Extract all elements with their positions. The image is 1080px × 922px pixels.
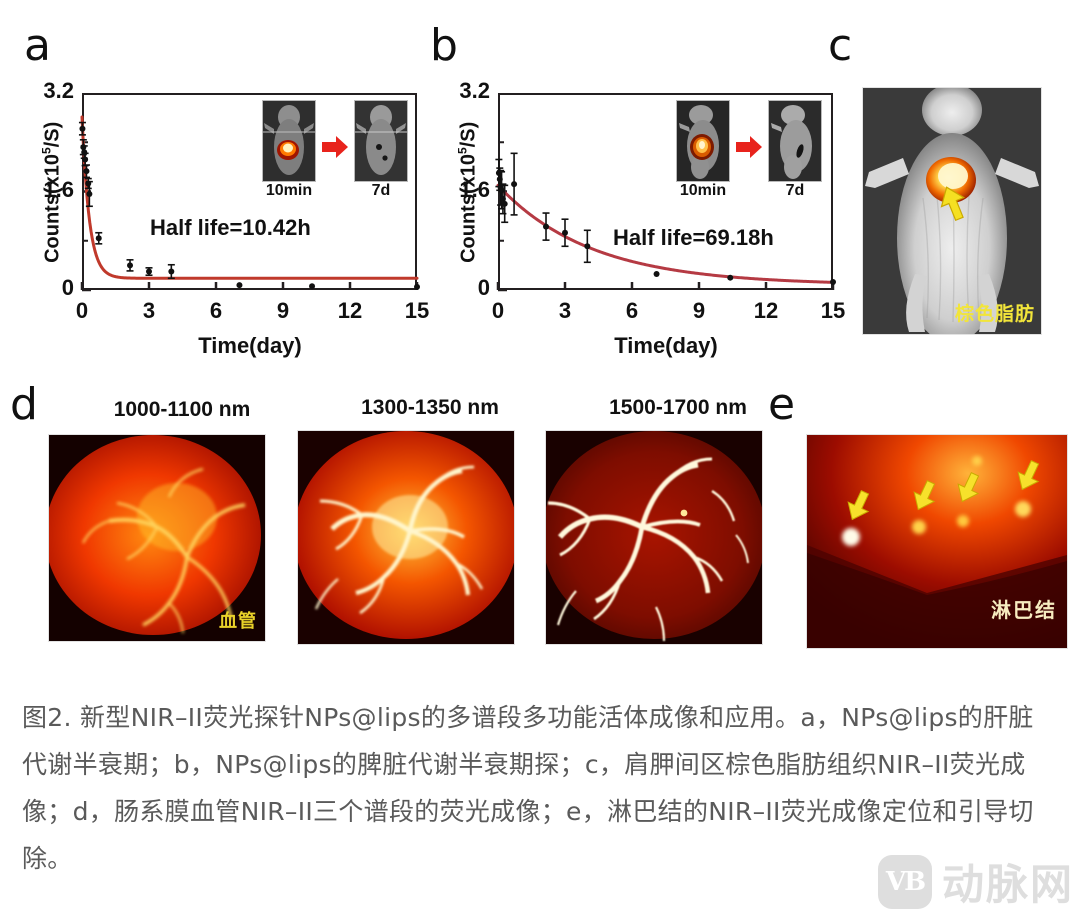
xtick-label-b-1: 3 xyxy=(558,298,572,323)
ytick-label-a-2: 3.2 xyxy=(43,78,74,103)
red-arrow-icon-b xyxy=(734,134,764,165)
svg-text:血管: 血管 xyxy=(219,610,257,632)
x-axis-title-a: Time(day) xyxy=(198,333,302,358)
plot-svg-a xyxy=(78,115,420,292)
inset-a-caption-left: 10min xyxy=(265,182,313,199)
panel-letter-e: e xyxy=(768,379,796,430)
inset-a-caption-right: 7d xyxy=(371,182,391,199)
x-axis-title-b: Time(day) xyxy=(614,333,718,358)
ytick-label-b-1: 1.6 xyxy=(459,176,490,202)
chart-panel-a: Counts(x105/S) xyxy=(0,0,440,370)
panel-letter-d: d xyxy=(10,379,38,430)
panel-d-image-2 xyxy=(545,430,763,645)
inset-b-caption-left: 10min xyxy=(679,182,727,199)
red-arrow-icon-a xyxy=(320,134,350,165)
inset-a-left: 10min xyxy=(262,100,316,199)
panel-letter-a: a xyxy=(24,20,51,71)
inset-a-image-7d xyxy=(354,100,408,182)
ytick-label-b-2: 3.2 xyxy=(459,78,490,103)
inset-b-left: 10min xyxy=(676,100,730,199)
xtick-label-a-4: 12 xyxy=(337,298,363,323)
xtick-label-b-2: 6 xyxy=(625,298,639,323)
xtick-label-a-0: 0 xyxy=(75,298,89,323)
inset-b: 10min 7d xyxy=(676,100,822,199)
ytick-label-a-1: 1.6 xyxy=(43,176,74,202)
band-title-2: 1500-1700 nm xyxy=(609,396,747,419)
xtick-label-b-4: 12 xyxy=(753,298,779,323)
xtick-label-a-1: 3 xyxy=(142,298,156,323)
xtick-label-a-5: 15 xyxy=(404,298,430,323)
inset-a-image-10min xyxy=(262,100,316,182)
inset-a: 10min xyxy=(262,100,408,199)
annotation-half-life-a: Half life=10.42h xyxy=(150,215,311,240)
watermark-text: 动脉网 xyxy=(941,860,1074,909)
plot-svg-b xyxy=(495,141,836,292)
xtick-label-b-3: 9 xyxy=(692,298,706,323)
chart-panel-b: Counts(x105/S) xyxy=(408,0,848,370)
xtick-label-b-0: 0 xyxy=(491,298,505,323)
yellow-arrow-icons-e xyxy=(847,459,1040,521)
panel-letter-b: b xyxy=(430,20,458,71)
ytick-label-a-0: 0 xyxy=(61,275,74,300)
yellow-arrow-icon-c xyxy=(940,186,966,222)
inset-b-image-10min xyxy=(676,100,730,182)
watermark-badge: VB xyxy=(877,854,932,909)
ytick-label-b-0: 0 xyxy=(477,275,490,300)
svg-text:淋巴结: 淋巴结 xyxy=(991,598,1057,622)
band-title-0: 1000-1100 nm xyxy=(113,398,251,421)
panel-d-image-1 xyxy=(297,430,515,645)
xtick-label-b-5: 15 xyxy=(820,298,846,323)
panel-d-image-0: 血管 xyxy=(48,434,266,642)
xtick-label-a-2: 6 xyxy=(209,298,223,323)
panel-letter-c: c xyxy=(828,20,853,71)
panel-e-image: 淋巴结 xyxy=(806,434,1068,649)
band-title-1: 1300-1350 nm xyxy=(361,396,499,419)
watermark: VB 动脉网 xyxy=(877,851,1074,912)
inset-a-right: 7d xyxy=(354,100,408,199)
panel-c-image: 棕色脂肪 xyxy=(862,87,1042,335)
svg-text:棕色脂肪: 棕色脂肪 xyxy=(955,302,1035,325)
inset-b-image-7d xyxy=(768,100,822,182)
annotation-half-life-b: Half life=69.18h xyxy=(613,225,774,250)
figure-caption: 图2. 新型NIR–II荧光探针NPs@lips的多谱段多功能活体成像和应用。a… xyxy=(22,703,1034,873)
inset-b-right: 7d xyxy=(768,100,822,199)
inset-b-caption-right: 7d xyxy=(785,182,805,199)
xtick-label-a-3: 9 xyxy=(276,298,290,323)
